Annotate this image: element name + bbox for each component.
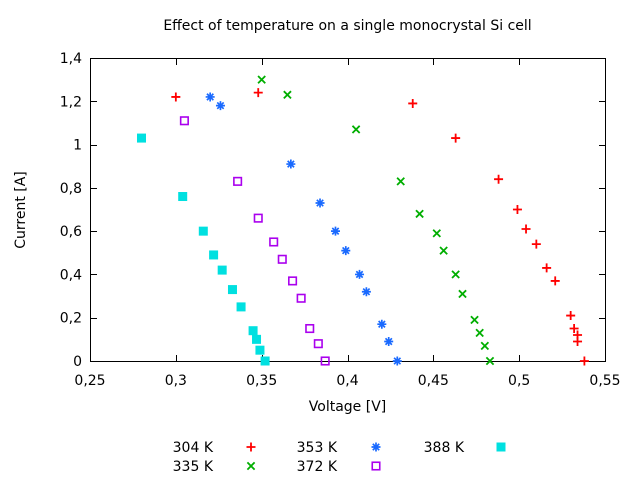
y-tick-label: 1,4 (60, 51, 82, 67)
marker-cross (246, 461, 256, 471)
plot-border (90, 58, 606, 362)
marker-plus (550, 276, 560, 286)
x-tick-label: 0,45 (418, 373, 449, 389)
marker-plus (512, 205, 522, 214)
marker-asterisk (330, 226, 340, 236)
legend-label: 388 K (424, 440, 465, 456)
x-tick-label: 0,35 (246, 373, 277, 389)
marker-open-square (253, 213, 263, 223)
marker-plus (494, 174, 504, 184)
marker-cross (480, 341, 490, 351)
marker-cross (432, 229, 442, 238)
marker-open-square (277, 254, 287, 264)
marker-asterisk (215, 101, 225, 111)
marker-plus (246, 442, 256, 452)
marker-filled-square (217, 265, 227, 275)
marker-open-square (313, 339, 323, 349)
marker-plus (531, 239, 541, 249)
marker-filled-square (178, 192, 188, 202)
legend-label: 304 K (173, 440, 214, 456)
legend-label: 335 K (173, 459, 214, 475)
marker-cross (257, 75, 266, 84)
x-tick-label: 0,4 (336, 373, 358, 389)
marker-plus (171, 92, 181, 102)
marker-filled-square (209, 250, 219, 260)
marker-plus (451, 133, 461, 143)
series-388-k (137, 133, 270, 366)
marker-plus (253, 88, 263, 98)
marker-asterisk (315, 198, 325, 208)
legend-label: 353 K (297, 440, 338, 456)
marker-open-square (305, 323, 315, 334)
marker-filled-square (227, 285, 237, 295)
y-tick-label: 0,4 (60, 267, 82, 283)
marker-cross (451, 270, 460, 279)
x-tick-label: 0,55 (589, 373, 620, 389)
marker-asterisk (205, 92, 215, 102)
marker-open-square (296, 293, 306, 303)
marker-cross (470, 315, 479, 325)
marker-plus (573, 337, 583, 347)
marker-filled-square (198, 226, 208, 236)
marker-plus (521, 224, 531, 234)
marker-asterisk (341, 246, 351, 256)
x-axis-label: Voltage [V] (308, 399, 387, 415)
marker-plus (408, 98, 418, 108)
marker-filled-square (248, 326, 258, 336)
marker-cross (475, 328, 484, 338)
marker-cross (351, 125, 361, 134)
marker-cross (439, 246, 448, 255)
marker-cross (283, 90, 292, 100)
marker-cross (415, 209, 424, 219)
marker-asterisk (392, 356, 402, 366)
marker-cross (485, 356, 495, 366)
marker-asterisk (384, 337, 394, 347)
y-tick-label: 1,2 (60, 94, 82, 110)
y-tick-label: 0,2 (60, 311, 82, 327)
x-tick-label: 0,3 (165, 373, 187, 389)
marker-asterisk (355, 269, 365, 279)
y-tick-label: 0,8 (60, 181, 82, 197)
series-304-k (171, 88, 589, 366)
x-tick-label: 0,5 (508, 373, 530, 389)
marker-filled-square (496, 442, 506, 452)
marker-plus (542, 263, 552, 273)
marker-filled-square (252, 334, 262, 344)
marker-asterisk (377, 319, 387, 329)
marker-asterisk (371, 442, 381, 452)
marker-filled-square (236, 302, 246, 312)
marker-open-square (179, 116, 189, 126)
marker-open-square (269, 237, 279, 247)
series-353-k (205, 92, 402, 366)
series-335-k (257, 75, 495, 366)
marker-open-square (233, 176, 243, 186)
marker-asterisk (361, 287, 371, 297)
y-tick-label: 0 (73, 354, 82, 370)
y-tick-label: 0,6 (60, 224, 82, 240)
series-372-k (179, 116, 330, 366)
marker-open-square (371, 461, 381, 471)
x-tick-label: 0,25 (74, 373, 105, 389)
marker-filled-square (260, 356, 270, 366)
marker-open-square (288, 276, 298, 286)
marker-filled-square (137, 133, 146, 143)
marker-plus (569, 324, 579, 334)
marker-asterisk (286, 159, 296, 169)
marker-filled-square (255, 345, 265, 355)
marker-cross (396, 177, 405, 186)
marker-plus (566, 311, 576, 321)
legend-label: 372 K (297, 459, 338, 475)
y-tick-label: 1 (73, 138, 82, 154)
marker-open-square (320, 356, 330, 366)
chart-title: Effect of temperature on a single monocr… (163, 18, 532, 34)
marker-plus (579, 356, 589, 366)
marker-cross (458, 289, 467, 299)
